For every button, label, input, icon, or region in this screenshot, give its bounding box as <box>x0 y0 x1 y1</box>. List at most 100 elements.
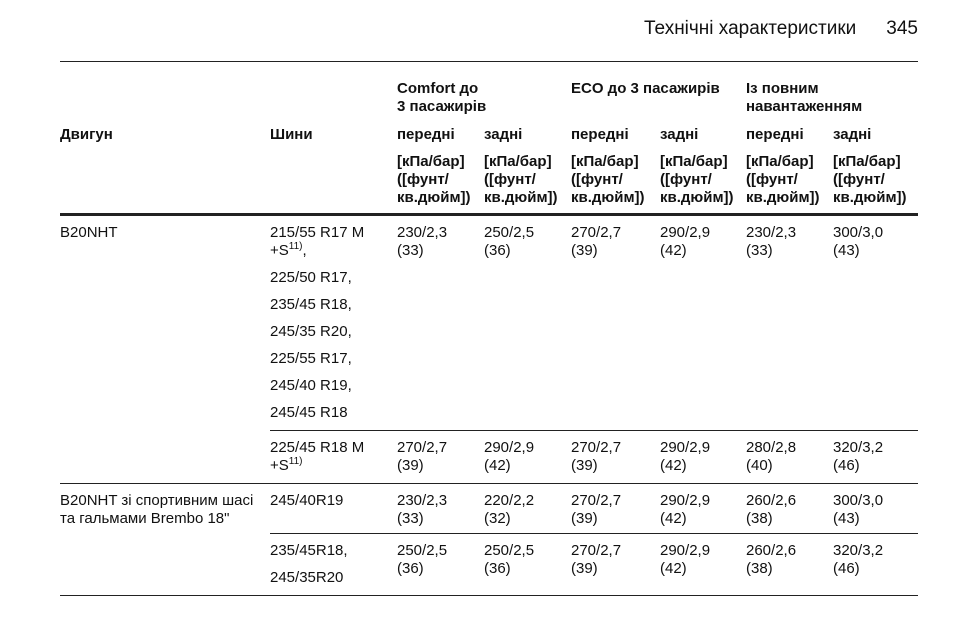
tyre: 235/45 R18, <box>270 296 397 314</box>
tyre-line: 235/45R18, <box>270 542 397 560</box>
group-header-line: 3 пасажирів <box>397 98 487 115</box>
pressure-line: 270/2,7 <box>571 492 622 509</box>
pressure-cell: 270/2,7 (39) <box>397 431 484 484</box>
tyre: 245/35 R20, <box>270 323 397 341</box>
tyre-text: 235/45 R18, <box>270 296 352 313</box>
column-header: Двигун <box>60 126 113 143</box>
engine-line: B20NHT <box>60 224 118 241</box>
unit-cell: [кПа/бар] ([фунт/кв.дюйм]) <box>571 153 660 207</box>
unit-line: [кПа/бар] <box>571 153 639 170</box>
unit-line: [кПа/бар] <box>397 153 465 170</box>
unit-line: кв.дюйм]) <box>746 189 820 206</box>
pressure-line: (46) <box>833 457 860 474</box>
unit-cell: [кПа/бар] ([фунт/кв.дюйм]) <box>746 153 833 207</box>
engine-cell: B20NHT <box>60 216 270 431</box>
tyre-text: +S <box>270 457 289 474</box>
page-number: 345 <box>886 18 918 39</box>
unit-cell: [кПа/бар] ([фунт/кв.дюйм]) <box>484 153 571 207</box>
unit-line: кв.дюйм]) <box>571 189 645 206</box>
tyre-text: 225/50 R17, <box>270 269 352 286</box>
unit-line: [кПа/бар] <box>833 153 901 170</box>
pressure-line: (42) <box>660 510 687 527</box>
table-row: 235/45R18, 245/35R20 250/2,5 (36) 250/2,5 (36… <box>60 534 918 596</box>
pressure-cell: 230/2,3 (33) <box>397 484 484 534</box>
pressure-cell: 270/2,7 (39) <box>571 216 660 431</box>
unit-line: кв.дюйм]) <box>397 189 471 206</box>
pressure-line: (42) <box>660 242 687 259</box>
pressure-cell: 250/2,5 (36) <box>484 534 571 596</box>
tyre-line: 215/55 R17 M <box>270 224 397 242</box>
unit-line: [кПа/бар] <box>660 153 728 170</box>
pressure-cell: 230/2,3 (33) <box>746 216 833 431</box>
unit-line: [кПа/бар] <box>484 153 552 170</box>
pressure-line: (39) <box>397 457 424 474</box>
tyre: 245/40 R19, <box>270 377 397 395</box>
tyre-line: 225/55 R17, <box>270 350 397 368</box>
pressure-line: 270/2,7 <box>571 542 622 559</box>
tyre: 225/55 R17, <box>270 350 397 368</box>
tyre-text: 225/45 R18 M <box>270 439 365 456</box>
pressure-cell: 270/2,7 (39) <box>571 484 660 534</box>
unit-line: кв.дюйм]) <box>484 189 558 206</box>
tyre: 225/45 R18 M +S11) <box>270 439 397 475</box>
tyre-line: 235/45 R18, <box>270 296 397 314</box>
tyre-line: 245/45 R18 <box>270 404 397 422</box>
column-header: задні <box>484 126 523 143</box>
unit-line: ([фунт/ <box>484 171 536 188</box>
tyre-text: 245/40R19 <box>270 492 344 509</box>
pressure-line: (33) <box>746 242 773 259</box>
tyre: 235/45R18, <box>270 542 397 560</box>
pressure-line: 290/2,9 <box>660 492 711 509</box>
pressure-line: 250/2,5 <box>397 542 448 559</box>
header-rule <box>60 61 918 62</box>
unit-cell: [кПа/бар] ([фунт/кв.дюйм]) <box>660 153 746 207</box>
unit-line: ([фунт/ <box>746 171 798 188</box>
pressure-line: (42) <box>484 457 511 474</box>
pressure-cell: 260/2,6 (38) <box>746 534 833 596</box>
pressure-cell: 290/2,9 (42) <box>660 216 746 431</box>
tyre-line: 245/40R19 <box>270 492 397 510</box>
pressure-cell: 300/3,0 (43) <box>833 216 918 431</box>
pressure-line: (36) <box>484 242 511 259</box>
column-header: Шини <box>270 126 313 143</box>
pressure-cell: 250/2,5 (36) <box>397 534 484 596</box>
column-header: задні <box>833 126 872 143</box>
pressure-line: (36) <box>397 560 424 577</box>
tyre-line: 225/45 R18 M <box>270 439 397 457</box>
header-title: Технічні характеристики <box>644 18 857 39</box>
pressure-cell: 230/2,3 (33) <box>397 216 484 431</box>
pressure-line: (38) <box>746 510 773 527</box>
pressure-line: 290/2,9 <box>660 542 711 559</box>
pressure-cell: 290/2,9 (42) <box>484 431 571 484</box>
group-header-line: навантаженням <box>746 98 863 115</box>
pressure-line: 230/2,3 <box>397 224 448 241</box>
tyre-cell: 215/55 R17 M +S11), 225/50 R17, 235/45 R18,… <box>270 216 397 431</box>
column-header: передні <box>746 126 804 143</box>
group-header-line: Comfort до <box>397 80 479 97</box>
tyre-line: 245/35R20 <box>270 569 397 587</box>
pressure-line: 270/2,7 <box>397 439 448 456</box>
tyre-suffix: , <box>302 242 307 259</box>
tyre-text: +S <box>270 242 289 259</box>
pressure-line: (46) <box>833 560 860 577</box>
pressure-line: 260/2,6 <box>746 542 797 559</box>
tyre-line: 245/35 R20, <box>270 323 397 341</box>
pressure-line: (43) <box>833 510 860 527</box>
pressure-line: (32) <box>484 510 511 527</box>
pressure-line: (33) <box>397 242 424 259</box>
pressure-line: (39) <box>571 242 598 259</box>
pressure-cell: 290/2,9 (42) <box>660 484 746 534</box>
pressure-line: 230/2,3 <box>397 492 448 509</box>
pressure-line: 260/2,6 <box>746 492 797 509</box>
tyre: 225/50 R17, <box>270 269 397 287</box>
tyre-line: +S11) <box>270 457 397 475</box>
pressure-line: 300/3,0 <box>833 492 884 509</box>
unit-cell: [кПа/бар] ([фунт/кв.дюйм]) <box>833 153 918 207</box>
engine-cell <box>60 431 270 484</box>
footnote-ref: 11) <box>288 456 303 467</box>
group-header-line: Із повним <box>746 80 819 97</box>
unit-cell: [кПа/бар] ([фунт/кв.дюйм]) <box>397 153 484 207</box>
tyre-line: 225/50 R17, <box>270 269 397 287</box>
tyre-line: +S11), <box>270 242 397 260</box>
